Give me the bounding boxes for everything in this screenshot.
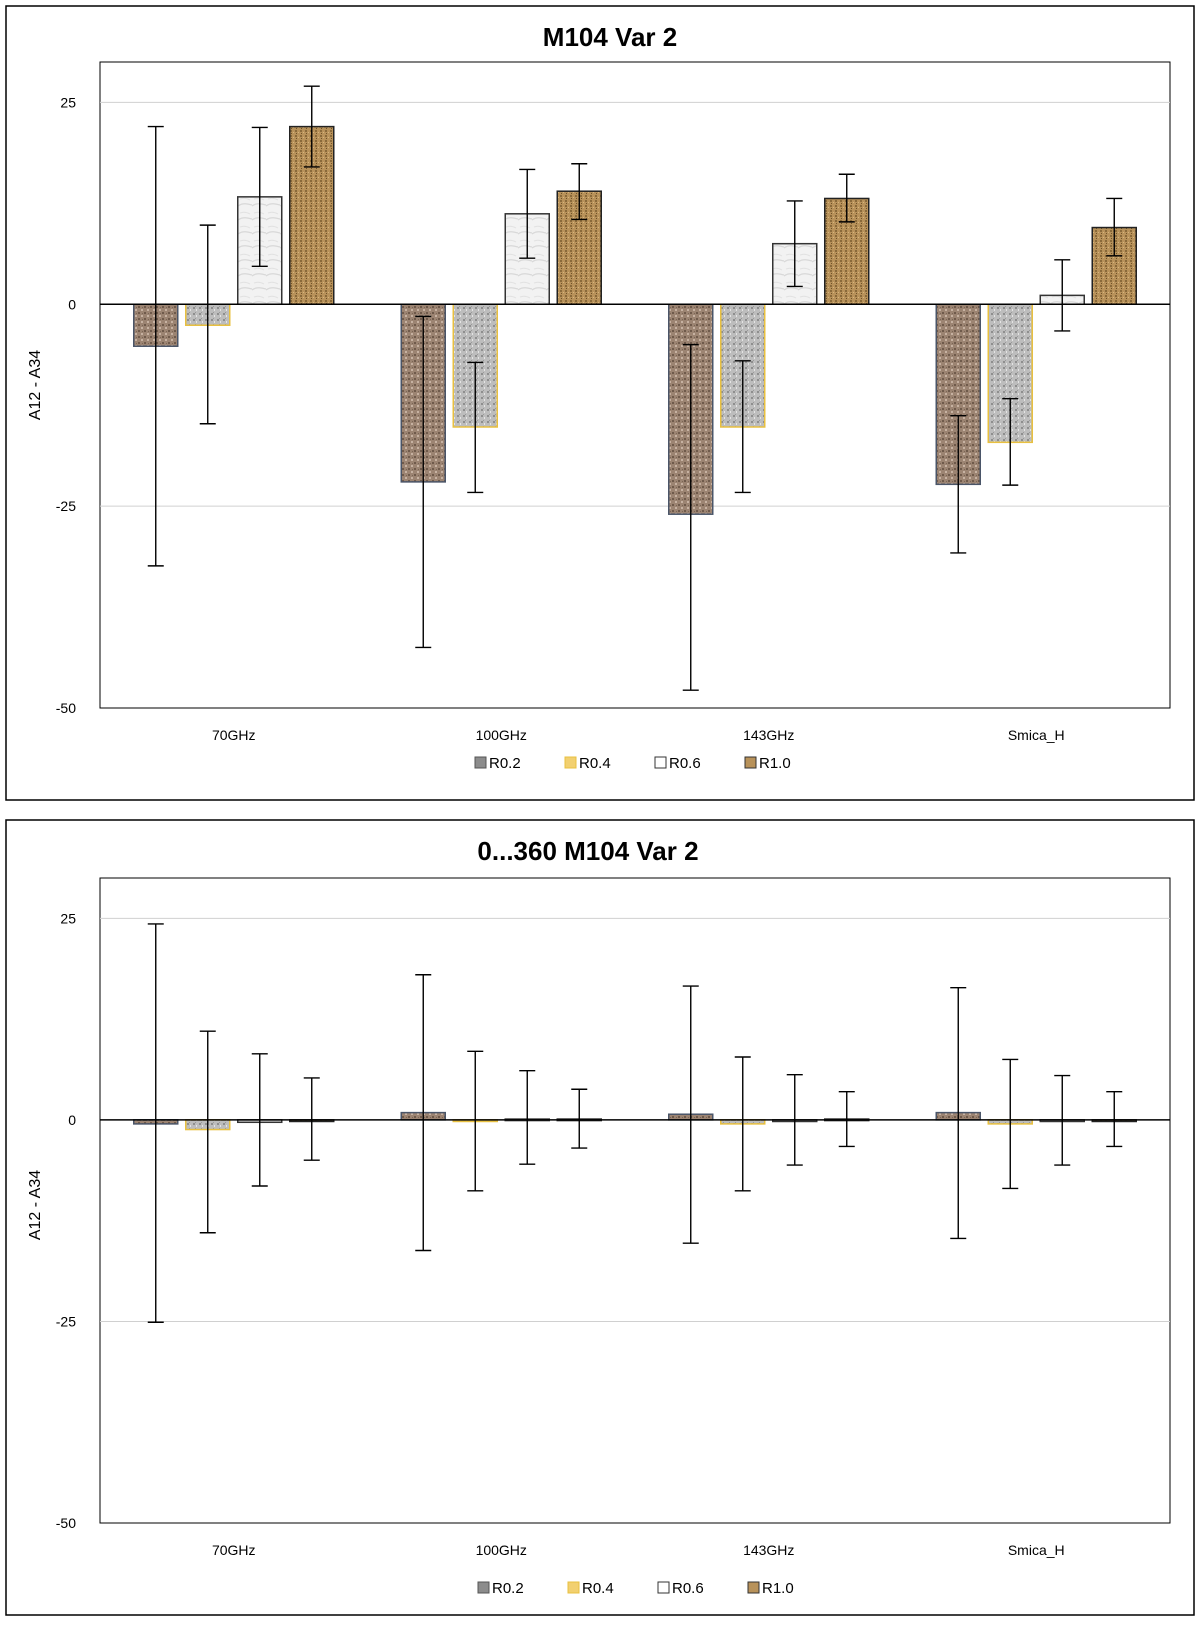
chart-1-y-ticks: 25 0 -25 -50 — [56, 94, 76, 716]
chart-2-y-axis-label: A12 - A34 — [27, 1170, 44, 1240]
errorbar-R02-143ghz — [682, 985, 699, 1244]
chart-2-xtick: 100GHz — [476, 1542, 527, 1558]
errorbar-R02-70ghz — [147, 125, 164, 567]
chart-1: M104 Var 2 25 0 -25 -50 A12 - A34 70GHz … — [5, 5, 1195, 801]
errorbar-R06-143ghz — [786, 1074, 803, 1166]
legend-swatch-r04 — [564, 756, 577, 769]
errorbar-R04-70ghz — [199, 224, 216, 425]
legend-label-r10: R1.0 — [762, 1580, 794, 1597]
chart-1-ytick: 0 — [68, 296, 76, 312]
legend-swatch-r10 — [747, 1581, 760, 1594]
errorbar-R10-smicah — [1106, 197, 1123, 257]
errorbar-R02-smicah — [950, 414, 967, 554]
errorbar-R02-70ghz — [147, 923, 164, 1323]
chart-2-ytick: 0 — [68, 1112, 76, 1128]
errorbar-R10-143ghz — [838, 173, 855, 223]
chart-2-xtick: 70GHz — [212, 1542, 256, 1558]
errorbar-R10-70ghz — [303, 1077, 320, 1161]
legend-label-r06: R0.6 — [669, 755, 701, 772]
errorbar-R02-100ghz — [415, 315, 432, 649]
errorbar-R04-143ghz — [734, 1056, 751, 1192]
legend-swatch-r10 — [744, 756, 757, 769]
chart-1-x-ticks: 70GHz 100GHz 143GHz Smica_H — [212, 727, 1065, 743]
chart-1-bars — [133, 125, 1137, 515]
chart-2-legend: R0.2 R0.4 R0.6 R1.0 — [477, 1580, 794, 1597]
chart-1-xtick: 100GHz — [476, 727, 527, 743]
chart-1-plot-area — [99, 61, 1171, 709]
legend-swatch-r02 — [474, 756, 487, 769]
errorbar-R10-100ghz — [571, 1088, 588, 1149]
chart-1-gridlines — [100, 101, 1170, 507]
chart-1-title: M104 Var 2 — [543, 22, 677, 52]
chart-2-y-ticks: 25 0 -25 -50 — [56, 910, 76, 1531]
legend-swatch-r06 — [654, 756, 667, 769]
errorbar-R04-70ghz — [199, 1030, 216, 1234]
errorbar-R04-smicah — [1002, 1058, 1019, 1190]
legend-label-r04: R0.4 — [582, 1580, 614, 1597]
errorbar-R04-smicah — [1002, 398, 1019, 486]
chart-1-xtick: Smica_H — [1008, 727, 1065, 743]
errorbar-R10-70ghz — [303, 85, 320, 168]
legend-swatch-r04 — [567, 1581, 580, 1594]
legend-label-r02: R0.2 — [489, 755, 521, 772]
errorbar-R02-143ghz — [682, 343, 699, 691]
errorbar-R06-smicah — [1054, 259, 1071, 332]
chart-2-plot-area — [99, 877, 1171, 1524]
legend-label-r04: R0.4 — [579, 755, 611, 772]
legend-swatch-r06 — [657, 1581, 670, 1594]
legend-label-r06: R0.6 — [672, 1580, 704, 1597]
errorbar-R04-100ghz — [467, 361, 484, 494]
errorbar-R06-143ghz — [786, 200, 803, 288]
chart-1-ytick: -25 — [56, 498, 76, 514]
legend-label-r10: R1.0 — [759, 755, 791, 772]
errorbar-R10-100ghz — [571, 163, 588, 221]
legend-swatch-r02 — [477, 1581, 490, 1594]
chart-1-ytick: -50 — [56, 700, 76, 716]
errorbar-R02-smicah — [950, 986, 967, 1240]
errorbar-R10-smicah — [1106, 1090, 1123, 1148]
chart-2-ytick: -25 — [56, 1313, 76, 1329]
chart-2-errorbars — [147, 923, 1123, 1323]
chart-2-title: 0...360 M104 Var 2 — [477, 836, 698, 866]
chart-2-frame — [5, 819, 1195, 1616]
chart-2-xtick: Smica_H — [1008, 1542, 1065, 1558]
chart-1-xtick: 70GHz — [212, 727, 256, 743]
chart-2-ytick: -50 — [56, 1515, 76, 1531]
chart-2-xtick: 143GHz — [743, 1542, 794, 1558]
errorbar-R06-100ghz — [519, 1069, 536, 1165]
errorbar-R04-100ghz — [467, 1050, 484, 1192]
errorbar-R06-100ghz — [519, 168, 536, 259]
legend-label-r02: R0.2 — [492, 1580, 524, 1597]
errorbar-R06-70ghz — [251, 126, 268, 267]
errorbar-R02-100ghz — [415, 974, 432, 1252]
chart-2-x-ticks: 70GHz 100GHz 143GHz Smica_H — [212, 1542, 1065, 1558]
errorbar-R06-smicah — [1054, 1074, 1071, 1166]
chart-1-xtick: 143GHz — [743, 727, 794, 743]
chart-2: 0...360 M104 Var 2 25 0 -25 -50 A12 - A3… — [5, 819, 1195, 1616]
chart-1-ytick: 25 — [60, 94, 76, 110]
chart-1-errorbars — [147, 85, 1123, 691]
chart-2-ytick: 25 — [60, 910, 76, 926]
errorbar-R10-143ghz — [838, 1090, 855, 1148]
chart-2-gridlines — [100, 917, 1170, 1322]
errorbar-R06-70ghz — [251, 1053, 268, 1187]
chart-1-legend: R0.2 R0.4 R0.6 R1.0 — [474, 755, 791, 772]
chart-1-y-axis-label: A12 - A34 — [27, 350, 44, 420]
errorbar-R04-143ghz — [734, 360, 751, 494]
